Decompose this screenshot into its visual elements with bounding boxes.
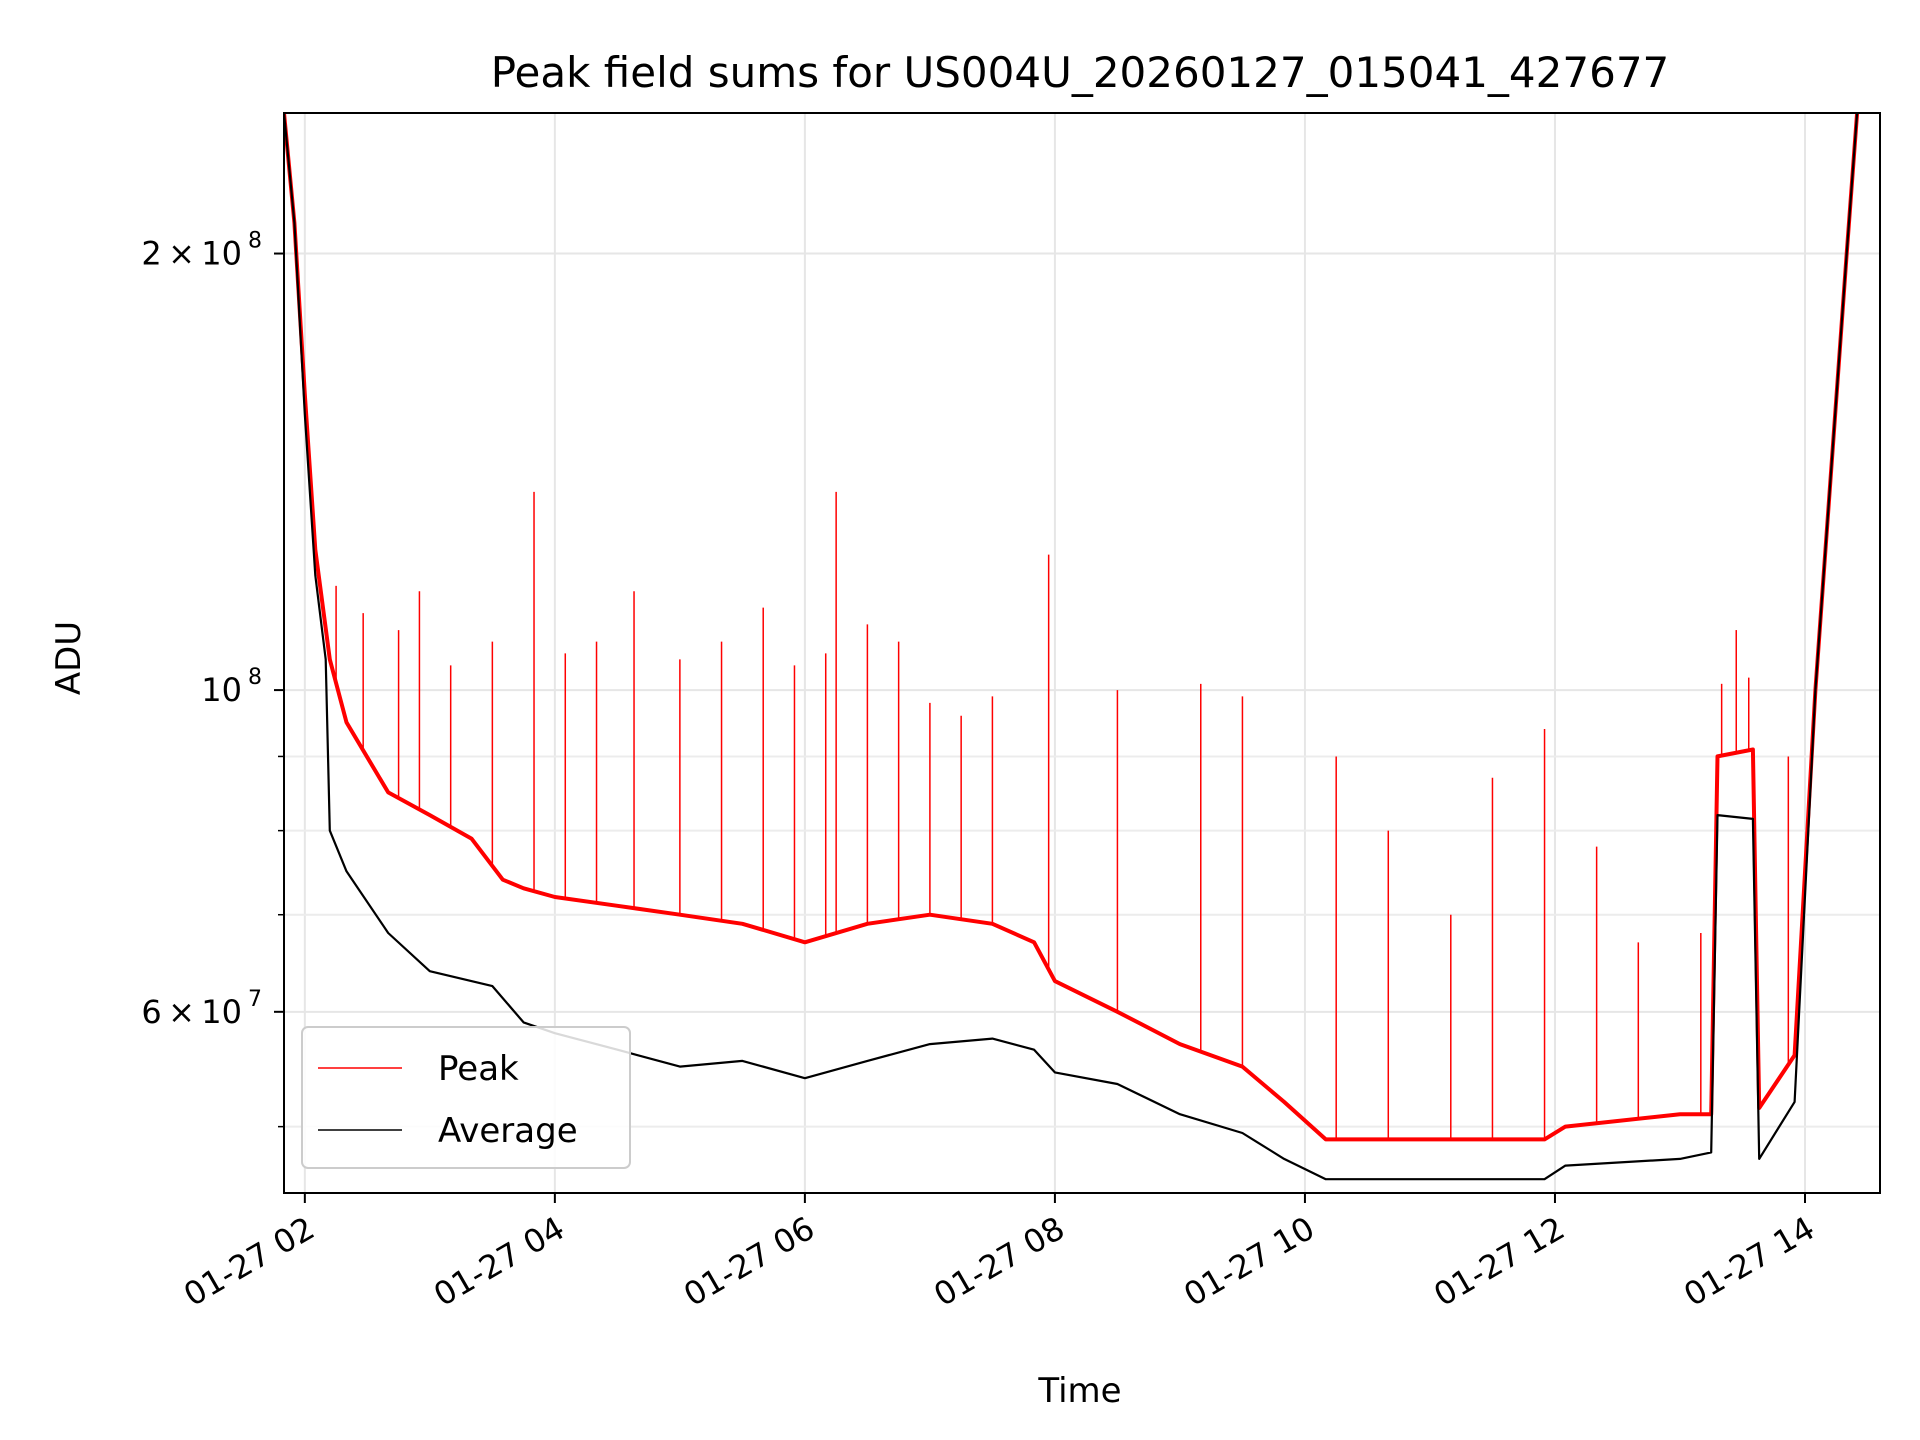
y-tick-label: 10 8 bbox=[201, 665, 262, 709]
series-line-average bbox=[284, 113, 1859, 1181]
x-axis-label: Time bbox=[1037, 1371, 1121, 1411]
chart-title: Peak field sums for US004U_20260127_0150… bbox=[491, 48, 1670, 97]
legend: Peak Average bbox=[301, 1026, 631, 1169]
plot-frame bbox=[283, 112, 1881, 1194]
legend-average-label: Average bbox=[438, 1111, 578, 1151]
grid bbox=[284, 113, 1880, 1193]
legend-peak-label: Peak bbox=[438, 1049, 519, 1089]
y-tick-label-exponent: 8 bbox=[248, 229, 262, 254]
y-tick-label-base: 2 × 10 bbox=[141, 235, 242, 273]
y-tick-label-base: 6 × 10 bbox=[141, 993, 242, 1031]
y-axis-label: ADU bbox=[49, 621, 89, 695]
series-peak bbox=[284, 113, 1860, 1142]
legend-box bbox=[301, 1026, 631, 1169]
series-layer bbox=[284, 113, 1860, 1181]
series-average bbox=[284, 113, 1859, 1181]
y-tick-label-exponent: 7 bbox=[248, 987, 262, 1012]
y-tick-label: 2 × 10 8 bbox=[141, 229, 262, 273]
y-tick-label-base: 10 bbox=[201, 671, 242, 709]
y-tick-label: 6 × 10 7 bbox=[141, 987, 262, 1031]
y-tick-label-exponent: 8 bbox=[248, 665, 262, 690]
